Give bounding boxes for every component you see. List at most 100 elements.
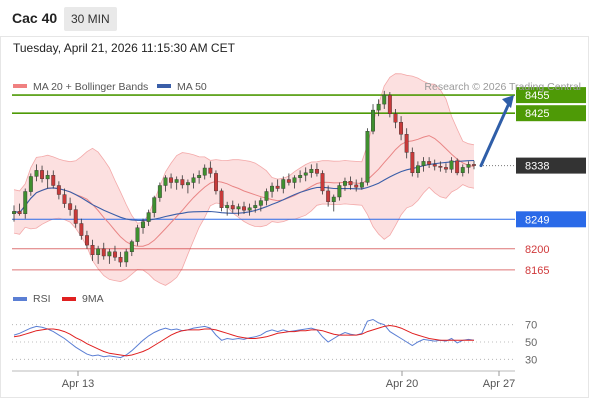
candle	[135, 227, 140, 242]
candle	[79, 223, 84, 236]
candle	[404, 134, 409, 153]
candle	[185, 182, 190, 186]
projection-arrow-line	[479, 99, 512, 168]
level-label-8425: 8425	[525, 108, 549, 120]
candle	[96, 248, 101, 256]
candle	[180, 179, 185, 186]
candle	[68, 203, 73, 210]
candle	[264, 191, 269, 201]
candle	[472, 164, 476, 166]
candle	[152, 197, 157, 213]
candle	[343, 181, 347, 186]
candle	[292, 177, 297, 183]
level-tag-8249	[516, 211, 586, 228]
rsi-line	[13, 318, 475, 359]
candle	[460, 167, 465, 173]
candle	[270, 185, 274, 192]
candle	[101, 248, 106, 257]
candle	[382, 94, 387, 105]
candle	[421, 161, 426, 166]
candle	[213, 173, 218, 192]
x-tick-label: Apr 13	[62, 378, 94, 390]
candle	[399, 121, 403, 135]
candle	[51, 175, 56, 186]
candle	[242, 206, 247, 211]
timeframe-button[interactable]: 30 MIN	[64, 7, 117, 31]
candle	[275, 185, 280, 189]
candle	[298, 175, 303, 178]
x-tick-label: Apr 27	[483, 378, 515, 390]
candle	[90, 244, 95, 255]
candle	[107, 251, 112, 257]
candle	[174, 179, 179, 183]
candle	[45, 175, 50, 180]
candle	[169, 177, 174, 183]
rsi-legend-swatch	[13, 297, 27, 301]
candle	[365, 130, 370, 183]
rsi-ma-line	[13, 324, 474, 357]
candle	[371, 109, 375, 132]
candle	[23, 191, 28, 214]
candle	[326, 190, 331, 202]
level-label-8165: 8165	[525, 265, 549, 277]
candle	[359, 182, 364, 188]
candle	[230, 205, 235, 210]
candle	[163, 177, 168, 186]
level-tag-8425	[516, 105, 586, 122]
candle	[315, 168, 319, 174]
candle	[427, 161, 432, 165]
candle	[118, 257, 123, 263]
x-tick-label: Apr 20	[386, 378, 418, 390]
candle	[219, 190, 224, 208]
ma20-line	[13, 135, 475, 247]
candle	[84, 235, 89, 246]
legend-swatch	[157, 84, 171, 88]
candle	[34, 170, 39, 177]
candle	[129, 241, 134, 253]
candle	[281, 179, 286, 189]
bollinger-band-fill	[14, 73, 474, 286]
candle	[432, 164, 437, 167]
candle	[416, 165, 420, 174]
candle	[146, 212, 151, 222]
candle	[444, 167, 448, 170]
candle	[455, 160, 460, 174]
candle	[376, 103, 381, 111]
candle	[449, 160, 454, 170]
candle	[208, 167, 213, 174]
candle	[28, 176, 33, 192]
candle	[40, 170, 44, 179]
candle	[12, 211, 17, 214]
candle	[112, 251, 117, 258]
instrument-title: Cac 40	[12, 10, 58, 26]
candle	[17, 211, 22, 214]
candle	[337, 185, 342, 198]
legend-label: MA 20 + Bollinger Bands	[33, 81, 148, 93]
level-label-8455: 8455	[525, 90, 549, 102]
candle	[354, 184, 359, 188]
candle	[253, 205, 258, 208]
rsi-legend-swatch	[62, 297, 76, 301]
legend-label: MA 50	[177, 81, 207, 93]
rsi-legend-label: 9MA	[82, 293, 104, 305]
candle	[236, 206, 241, 210]
level-label-8249: 8249	[525, 214, 549, 226]
candle	[141, 221, 146, 228]
candle	[320, 173, 325, 192]
bollinger-lower-line	[13, 184, 475, 286]
candle	[62, 194, 67, 204]
candle	[247, 207, 252, 211]
candle	[73, 209, 78, 224]
rsi-tick-label: 70	[525, 320, 537, 332]
level-tag-8338	[516, 157, 586, 174]
rsi-legend-label: RSI	[33, 293, 51, 305]
rsi-tick-label: 50	[525, 337, 537, 349]
candle	[410, 152, 415, 174]
candle	[348, 181, 353, 186]
candle	[438, 165, 443, 168]
candle	[197, 175, 202, 178]
candle	[466, 164, 471, 168]
candle	[303, 172, 308, 176]
candle	[124, 251, 129, 263]
